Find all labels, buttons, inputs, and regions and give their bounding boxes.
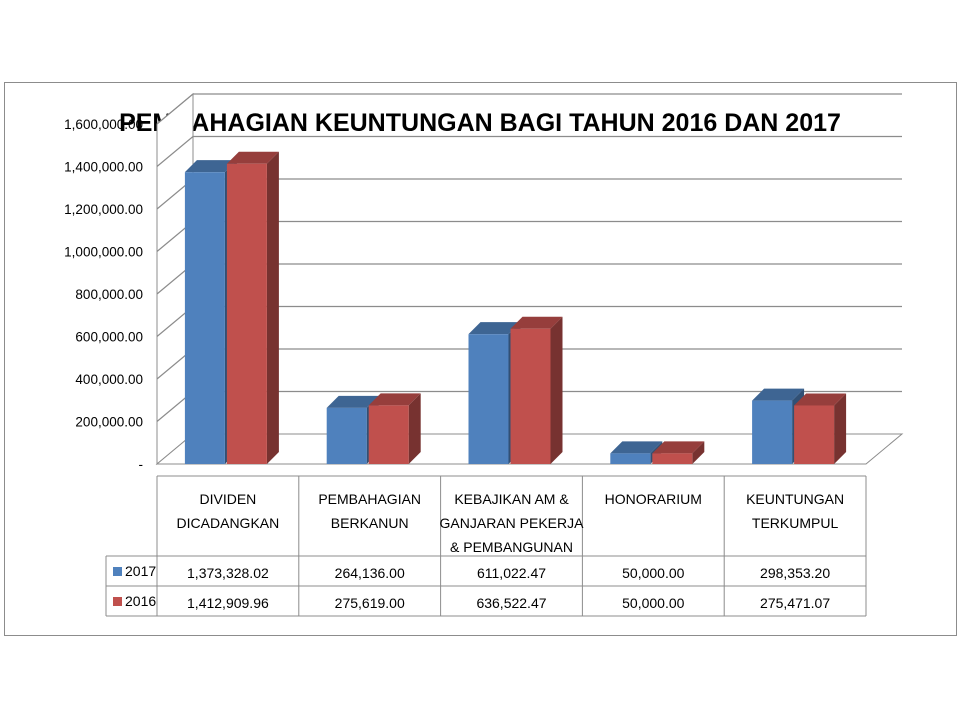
bar-2016 — [226, 163, 267, 464]
gridline — [156, 135, 902, 167]
bar-side-2016 — [550, 316, 563, 464]
legend-label: 2016 — [125, 593, 156, 609]
y-tick-label: 400,000.00 — [75, 372, 143, 387]
data-label: 636,522.47 — [476, 595, 546, 611]
bar-side-2016 — [692, 441, 705, 464]
bar-top-2017 — [184, 160, 237, 173]
bar-top-2017 — [752, 388, 805, 401]
chart-title: PEMBAHAGIAN KEUNTUNGAN BAGI TAHUN 2016 D… — [119, 109, 841, 137]
bar-top-2016 — [794, 393, 847, 406]
data-label: 50,000.00 — [622, 565, 684, 581]
bar-top-2016 — [652, 441, 705, 454]
category-label: & PEMBANGUNAN — [450, 539, 573, 555]
bar-top-2016 — [368, 393, 421, 406]
y-tick-label: 1,600,000.00 — [64, 117, 143, 132]
legend-swatch-2016 — [113, 597, 122, 606]
bar-top-2017 — [610, 441, 663, 454]
bar-side-2016 — [266, 151, 279, 464]
bar-side-2016 — [834, 393, 847, 464]
y-tick-label: 200,000.00 — [75, 415, 143, 430]
bar-side-2016 — [408, 393, 421, 464]
category-label: KEBAJIKAN AM & — [454, 491, 569, 507]
gridline — [156, 93, 902, 125]
data-label: 611,022.47 — [477, 565, 546, 581]
data-label: 275,619.00 — [335, 595, 405, 611]
category-label: BERKANUN — [331, 515, 409, 531]
bar-2017 — [610, 453, 651, 464]
category-label: TERKUMPUL — [752, 515, 839, 531]
bar-2017 — [468, 334, 509, 464]
data-label: 1,412,909.96 — [187, 595, 269, 611]
category-label: DIVIDEN — [200, 491, 257, 507]
legend-label: 2017 — [125, 563, 156, 579]
bar-top-2016 — [226, 151, 279, 164]
category-label: PEMBAHAGIAN — [318, 491, 421, 507]
category-label: GANJARAN PEKERJA — [440, 515, 585, 531]
data-label: 264,136.00 — [335, 565, 405, 581]
y-tick-label: 800,000.00 — [75, 287, 143, 302]
data-label: 1,373,328.02 — [187, 565, 269, 581]
y-tick-label: - — [139, 457, 144, 472]
bar-2016 — [510, 328, 551, 464]
data-label: 275,471.07 — [760, 595, 830, 611]
category-label: HONORARIUM — [605, 491, 702, 507]
bar-top-2017 — [326, 395, 379, 408]
category-label: DICADANGKAN — [177, 515, 280, 531]
bar-2017 — [326, 407, 367, 464]
bar-top-2016 — [510, 316, 563, 329]
legend-swatch-2017 — [113, 567, 122, 576]
bar-2017 — [752, 400, 793, 464]
bar-top-2017 — [468, 322, 521, 335]
bar-2016 — [652, 453, 693, 464]
y-tick-label: 1,000,000.00 — [64, 245, 143, 260]
y-tick-label: 1,400,000.00 — [64, 160, 143, 175]
category-label: KEUNTUNGAN — [746, 491, 844, 507]
data-label: 298,353.20 — [760, 565, 830, 581]
data-label: 50,000.00 — [622, 595, 684, 611]
y-tick-label: 600,000.00 — [75, 330, 143, 345]
bar-2016 — [794, 405, 835, 464]
y-tick-label: 1,200,000.00 — [64, 202, 143, 217]
bar-2016 — [368, 405, 409, 464]
bar-2017 — [184, 172, 225, 465]
